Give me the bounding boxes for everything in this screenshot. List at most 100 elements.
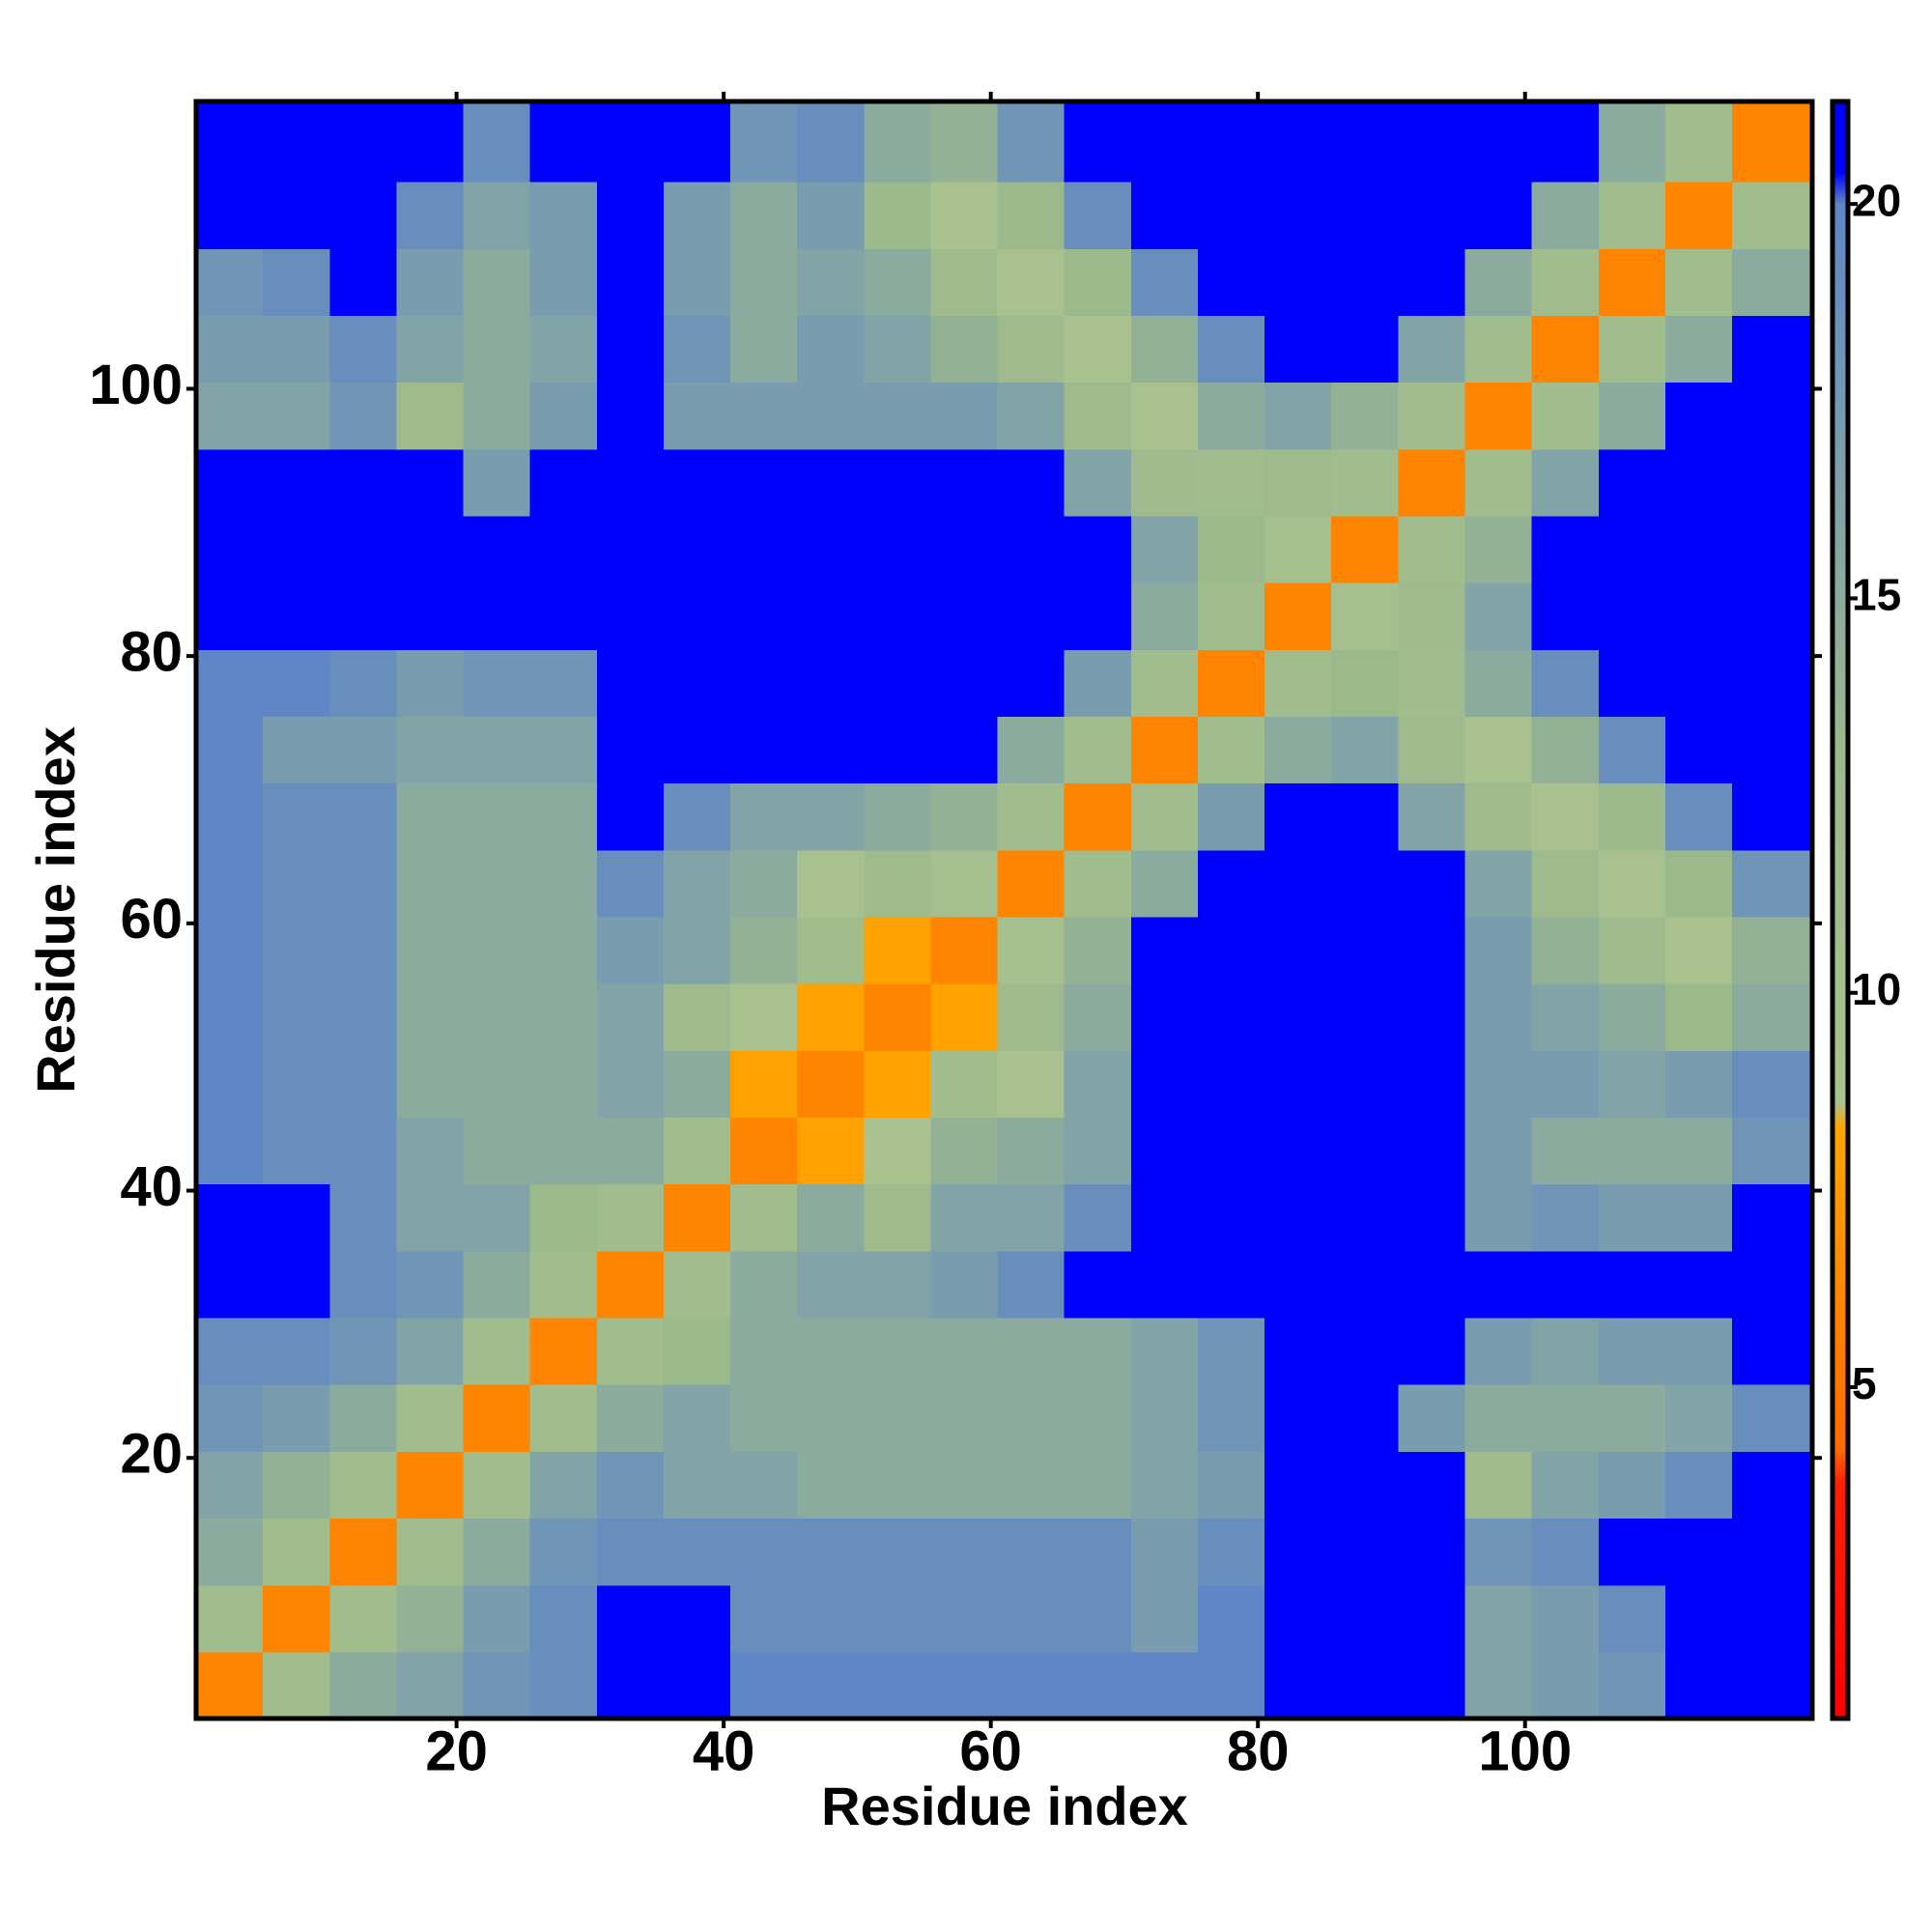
heatmap-cell: [1331, 983, 1399, 1051]
heatmap-cell: [864, 248, 932, 316]
heatmap-cell: [596, 101, 665, 183]
heatmap-cell: [396, 649, 465, 717]
heatmap-cell: [663, 716, 731, 784]
heatmap-cell: [1531, 382, 1600, 450]
heatmap-cell: [730, 649, 798, 717]
heatmap-cell: [596, 1117, 665, 1185]
heatmap-cell: [997, 582, 1065, 650]
heatmap-cell: [663, 382, 731, 450]
heatmap-cell: [930, 1117, 999, 1185]
heatmap-cell: [1130, 1250, 1199, 1319]
heatmap-cell: [864, 1518, 932, 1586]
heatmap-cell: [663, 916, 731, 984]
heatmap-cell: [396, 382, 465, 450]
heatmap-cell: [997, 1384, 1065, 1452]
y-tick-label: 60: [120, 888, 183, 951]
heatmap-cell: [1130, 382, 1199, 450]
heatmap-cell: [663, 649, 731, 717]
heatmap-cell: [1064, 1250, 1132, 1319]
heatmap-cell: [1064, 1584, 1132, 1653]
heatmap-cell: [596, 782, 665, 851]
heatmap-cell: [463, 1250, 531, 1319]
heatmap-cell: [1464, 1518, 1533, 1586]
heatmap-cell: [196, 1183, 264, 1252]
heatmap-cell: [997, 1250, 1065, 1319]
heatmap-cell: [329, 315, 397, 384]
heatmap-cell: [396, 716, 465, 784]
heatmap-cell: [1664, 1117, 1733, 1185]
heatmap-cell: [1664, 1183, 1733, 1252]
heatmap-cell: [396, 1518, 465, 1586]
heatmap-cell: [1464, 1384, 1533, 1452]
heatmap-cell: [1398, 1317, 1466, 1385]
heatmap-cell: [1598, 515, 1666, 583]
heatmap-cell: [1331, 515, 1399, 583]
heatmap-cell: [396, 849, 465, 918]
heatmap-cell: [797, 782, 865, 851]
heatmap-cell: [864, 983, 932, 1051]
heatmap-cell: [1531, 515, 1600, 583]
heatmap-cell: [1732, 582, 1813, 650]
heatmap-cell: [1064, 649, 1132, 717]
heatmap-cell: [1398, 1384, 1466, 1452]
heatmap-cell: [329, 1584, 397, 1653]
heatmap-cell: [797, 716, 865, 784]
heatmap-cell: [1732, 716, 1813, 784]
heatmap-cell: [196, 1050, 264, 1119]
heatmap-cell: [663, 448, 731, 517]
heatmap-cell: [930, 515, 999, 583]
heatmap-cell: [596, 1651, 665, 1719]
heatmap-cell: [263, 1451, 330, 1520]
heatmap-cell: [1732, 1250, 1813, 1319]
heatmap-cell: [930, 315, 999, 384]
heatmap-cell: [1531, 248, 1600, 316]
heatmap-cell: [1732, 382, 1813, 450]
heatmap-cell: [730, 1317, 798, 1385]
heatmap-cell: [1197, 448, 1265, 517]
axes: 20 40 60 80 100 20 40 60 80 100 5 10 15 20: [89, 92, 1901, 1782]
heatmap-cell: [1264, 782, 1332, 851]
heatmap-cell: [663, 1651, 731, 1719]
heatmap-cell: [997, 1518, 1065, 1586]
heatmap-cell: [263, 983, 330, 1051]
heatmap-cell: [1064, 849, 1132, 918]
heatmap-cell: [463, 1183, 531, 1252]
heatmap-cell: [864, 1050, 932, 1119]
heatmap-cell: [730, 582, 798, 650]
heatmap-cell: [529, 716, 598, 784]
heatmap-cell: [463, 782, 531, 851]
heatmap-cell: [196, 1317, 264, 1385]
heatmap-cell: [864, 101, 932, 183]
heatmap-cell: [396, 1584, 465, 1653]
x-tick-label: 60: [959, 1719, 1022, 1782]
heatmap-cell: [1464, 1183, 1533, 1252]
y-tick-label: 100: [89, 354, 183, 416]
heatmap-cell: [196, 1518, 264, 1586]
heatmap-cell: [1264, 515, 1332, 583]
heatmap-cell: [1197, 716, 1265, 784]
heatmap-cell: [930, 649, 999, 717]
heatmap-cell: [1197, 1584, 1265, 1653]
heatmap-cell: [463, 1384, 531, 1452]
heatmap-cell: [1664, 1518, 1733, 1586]
x-tick-label: 80: [1227, 1719, 1290, 1782]
heatmap-cell: [329, 1651, 397, 1719]
heatmap-cell: [196, 1584, 264, 1653]
heatmap-cell: [1664, 1451, 1733, 1520]
heatmap-cell: [997, 182, 1065, 249]
heatmap-cell: [1664, 448, 1733, 517]
heatmap-cell: [596, 716, 665, 784]
heatmap-cell: [1398, 515, 1466, 583]
heatmap-cell: [1130, 649, 1199, 717]
heatmap-cell: [396, 782, 465, 851]
x-tick-label: 20: [425, 1719, 488, 1782]
heatmap-cell: [930, 1384, 999, 1452]
heatmap-cell: [1130, 1451, 1199, 1520]
heatmap-cell: [663, 248, 731, 316]
heatmap-cell: [730, 983, 798, 1051]
heatmap-cell: [1531, 182, 1600, 249]
heatmap-cell: [1732, 315, 1813, 384]
heatmap-cell: [1598, 782, 1666, 851]
heatmap-cell: [263, 182, 330, 249]
heatmap-cell: [1664, 983, 1733, 1051]
